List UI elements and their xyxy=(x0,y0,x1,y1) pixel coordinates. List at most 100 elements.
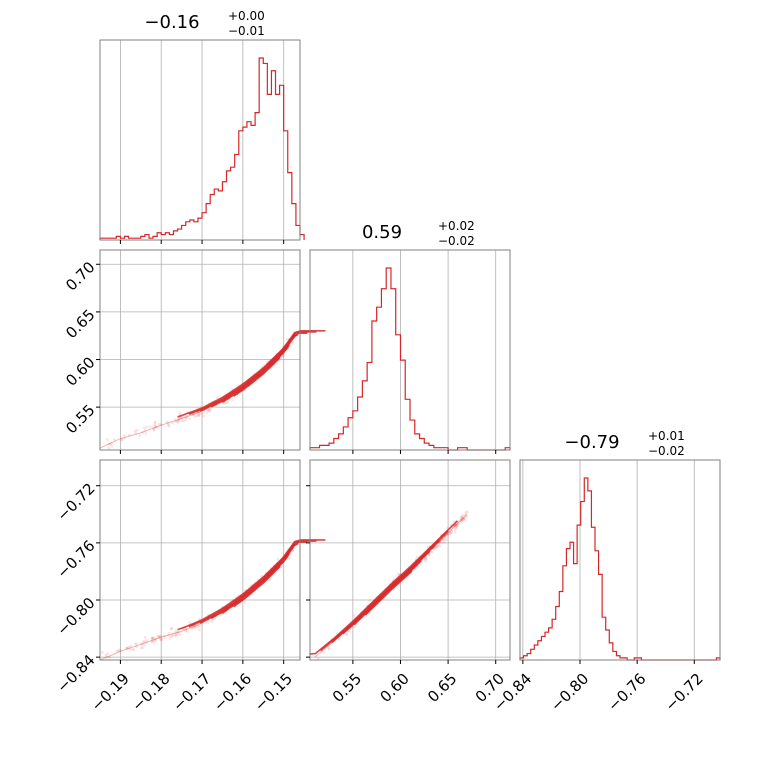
sample-point xyxy=(152,426,155,430)
sample-point xyxy=(150,640,154,643)
sample-point xyxy=(106,652,109,656)
sample-point xyxy=(455,524,459,528)
sample-point xyxy=(448,532,452,536)
sample-point xyxy=(462,517,466,521)
sample-point xyxy=(167,424,171,428)
sample-point xyxy=(423,557,427,561)
sample-point xyxy=(243,601,247,604)
sample-point xyxy=(145,641,149,644)
sample-point xyxy=(153,638,157,642)
sample-point xyxy=(424,560,428,563)
x-tick-label-0: −0.18 xyxy=(128,670,173,715)
sample-point xyxy=(427,553,431,557)
x-tick-label-2: −0.76 xyxy=(604,670,649,715)
contour-line xyxy=(221,553,290,614)
y-tick-label-2: −0.84 xyxy=(53,651,98,696)
sample-point xyxy=(448,531,452,535)
sample-point xyxy=(141,646,145,650)
sample-point xyxy=(345,632,349,636)
sample-point xyxy=(176,417,180,421)
sample-point xyxy=(152,428,155,431)
sample-point xyxy=(133,429,137,433)
sample-point xyxy=(455,522,459,526)
sample-point xyxy=(104,653,108,657)
sample-point xyxy=(207,409,211,413)
sample-point xyxy=(459,516,463,520)
sample-point xyxy=(454,523,458,527)
sample-point xyxy=(415,555,419,559)
sample-point xyxy=(462,516,466,520)
sample-point xyxy=(101,651,104,654)
sample-point xyxy=(455,523,458,527)
sample-point xyxy=(148,425,152,429)
contour-line xyxy=(177,330,326,418)
sample-point xyxy=(191,626,195,630)
sample-point xyxy=(202,414,205,418)
sample-point xyxy=(463,514,466,517)
sample-point xyxy=(188,417,192,421)
sample-point xyxy=(197,624,201,628)
sample-point xyxy=(185,415,189,419)
sample-point xyxy=(154,425,158,429)
sample-point xyxy=(153,421,157,425)
sample-point xyxy=(153,425,157,429)
sample-point xyxy=(193,625,197,629)
sample-point xyxy=(216,396,219,400)
x-tick-label-0: −0.17 xyxy=(169,670,214,715)
sample-point xyxy=(105,655,109,659)
trend-line xyxy=(99,542,297,661)
sample-point xyxy=(461,518,465,522)
sample-point xyxy=(197,624,200,627)
sample-point xyxy=(143,640,146,644)
sample-point xyxy=(174,633,178,637)
sample-point xyxy=(158,634,162,638)
sample-point xyxy=(173,418,177,422)
sample-point xyxy=(348,630,351,633)
sample-point xyxy=(443,539,446,543)
sample-point xyxy=(345,633,348,636)
sample-point xyxy=(160,638,163,642)
sample-point xyxy=(115,649,119,653)
sample-point xyxy=(117,649,120,653)
histogram-2 xyxy=(519,477,721,661)
sample-point xyxy=(433,546,437,550)
panel-title-0: −0.16 +0.00−0.01 xyxy=(144,9,264,38)
panel-0-0: −0.16 +0.00−0.01 xyxy=(99,9,305,244)
contour-line xyxy=(221,344,290,403)
sample-point xyxy=(459,518,463,522)
sample-point xyxy=(140,642,143,646)
sample-point xyxy=(151,636,155,640)
sample-point xyxy=(224,401,228,405)
sample-point xyxy=(166,423,170,427)
contour-line xyxy=(309,520,458,655)
panel-title-2: −0.79 +0.01−0.02 xyxy=(564,429,684,458)
sample-point xyxy=(140,646,143,650)
sample-point xyxy=(226,401,230,405)
title-plus-2: +0.01 xyxy=(648,429,685,443)
sample-point xyxy=(151,637,154,641)
panel-1-1: 0.59 +0.02−0.02 xyxy=(309,219,511,454)
x-tick-label-1: 0.55 xyxy=(329,670,365,706)
sample-point xyxy=(145,638,149,642)
sample-point xyxy=(435,544,439,548)
sample-point xyxy=(166,421,170,425)
sample-point xyxy=(108,442,112,446)
panel-2-2: −0.79 +0.01−0.02 xyxy=(519,429,721,664)
sample-point xyxy=(197,411,201,415)
sample-point xyxy=(465,510,469,514)
sample-point xyxy=(138,433,142,437)
title-plus-1: +0.02 xyxy=(438,219,475,233)
x-tick-label-0: −0.15 xyxy=(251,670,296,715)
sample-point xyxy=(153,636,157,640)
sample-point xyxy=(184,628,187,632)
title-minus-0: −0.01 xyxy=(228,24,265,38)
panel-1-0 xyxy=(96,249,326,454)
sample-point xyxy=(230,398,234,402)
y-tick-label-2: −0.80 xyxy=(53,594,98,639)
trend-line xyxy=(99,333,297,449)
sample-point xyxy=(188,621,192,625)
sample-point xyxy=(440,540,443,544)
y-tick-label-2: −0.76 xyxy=(53,537,98,582)
sample-point xyxy=(437,543,440,547)
sample-point xyxy=(455,525,459,529)
